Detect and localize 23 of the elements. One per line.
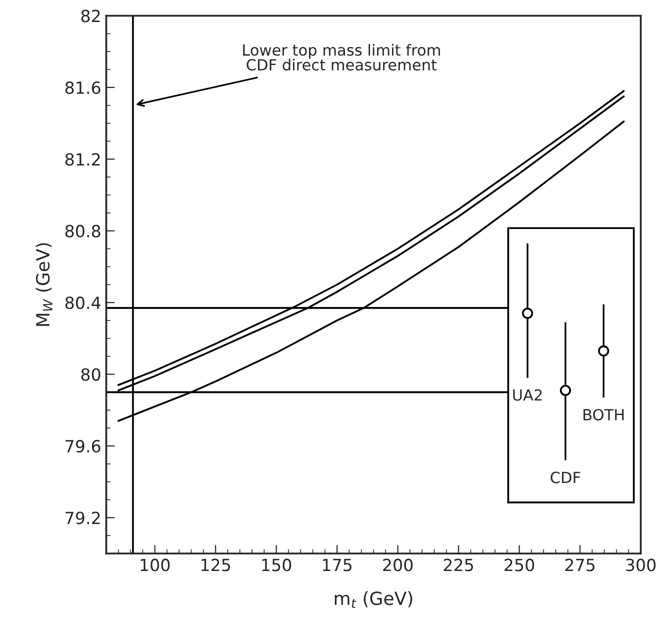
x-tick-label: 275 [565,558,594,572]
x-tick-label: 250 [504,558,534,572]
y-tick-label: 79.6 [66,440,100,453]
annotation: CDF [550,472,580,484]
x-tick-label: 300 [626,558,656,572]
y-tick-label: 82 [81,10,100,22]
y-tick-label: 80 [81,368,100,381]
y-axis-title: M$_{W}$ (GeV) [36,243,52,326]
x-tick-label: 125 [202,558,230,572]
x-tick-label: 150 [262,558,292,572]
annotation: UA2 [513,389,542,401]
y-tick-label: 81.6 [65,81,100,94]
y-tick-label: 81.2 [65,153,100,166]
x-axis-title: m$_{t}$ (GeV) [334,591,412,608]
y-tick-label: 80.8 [65,224,100,238]
annotation: Lower top mass limit from CDF direct measurement [243,44,440,71]
y-tick-label: 79.2 [66,512,100,524]
x-tick-label: 100 [140,558,170,572]
x-tick-label: 200 [383,558,413,572]
y-tick-label: 80.4 [65,296,100,310]
annotation: BOTH [584,408,624,420]
x-tick-label: 175 [322,558,352,572]
x-tick-label: 225 [444,558,473,572]
